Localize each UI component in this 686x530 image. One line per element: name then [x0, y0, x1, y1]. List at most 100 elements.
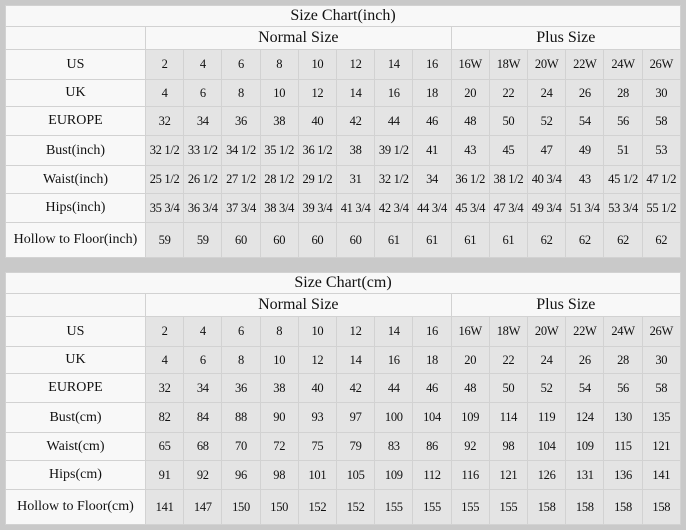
plus-size-header: Plus Size [450, 293, 682, 317]
size-value-cell: 60 [221, 222, 261, 258]
size-value-cell: 50 [488, 106, 529, 136]
size-value-cell: 109 [374, 460, 414, 490]
size-value-cell: 46 [412, 106, 452, 136]
size-value-cell: 109 [450, 402, 490, 433]
size-value-cell: 2 [144, 49, 185, 80]
size-value-cell: 25 1/2 [144, 165, 185, 194]
size-value-cell: 62 [603, 222, 643, 258]
size-value-cell: 152 [336, 489, 376, 525]
size-value-cell: 32 [144, 373, 185, 403]
size-value-cell: 45 1/2 [603, 165, 643, 194]
size-value-cell: 52 [527, 106, 567, 136]
size-value-cell: 72 [259, 432, 299, 461]
row-label: EUROPE [5, 373, 146, 403]
corner-cell [5, 26, 146, 50]
row-label: Hips(inch) [5, 193, 146, 223]
size-value-cell: 40 [297, 373, 338, 403]
size-value-cell: 24 [527, 79, 567, 107]
size-value-cell: 82 [144, 402, 185, 433]
size-value-cell: 10 [297, 49, 338, 80]
size-value-cell: 24W [603, 316, 643, 347]
size-value-cell: 62 [565, 222, 605, 258]
size-value-cell: 62 [641, 222, 682, 258]
size-value-cell: 28 [603, 346, 643, 374]
size-value-cell: 36 1/2 [450, 165, 490, 194]
size-value-cell: 155 [412, 489, 452, 525]
table-row: EUROPE 32 34 36 38 40 42 44 46 48 50 52 54 56 58 [5, 106, 682, 136]
size-value-cell: 32 1/2 [144, 135, 185, 166]
size-value-cell: 104 [527, 432, 567, 461]
row-label: Hollow to Floor(cm) [5, 489, 146, 525]
size-value-cell: 36 1/2 [297, 135, 338, 166]
size-value-cell: 36 3/4 [183, 193, 223, 223]
size-value-cell: 12 [336, 316, 376, 347]
size-value-cell: 61 [488, 222, 529, 258]
size-value-cell: 29 1/2 [297, 165, 338, 194]
size-value-cell: 8 [259, 316, 299, 347]
size-value-cell: 56 [603, 373, 643, 403]
size-value-cell: 22W [565, 49, 605, 80]
size-value-cell: 49 3/4 [527, 193, 567, 223]
size-value-cell: 38 1/2 [488, 165, 529, 194]
table-row: Hips(inch) 35 3/4 36 3/4 37 3/4 38 3/4 39 3/4… [5, 193, 682, 223]
chart-title: Size Chart(cm) [5, 272, 681, 294]
size-value-cell: 14 [336, 346, 376, 374]
normal-size-header: Normal Size [145, 293, 452, 317]
size-chart-inch: Size Chart(inch) Normal Size Plus Size US 2 4… [5, 5, 682, 258]
size-value-cell: 4 [183, 49, 223, 80]
size-value-cell: 30 [641, 79, 682, 107]
size-value-cell: 10 [259, 346, 299, 374]
size-value-cell: 131 [565, 460, 605, 490]
size-value-cell: 92 [450, 432, 490, 461]
size-value-cell: 37 3/4 [221, 193, 261, 223]
size-value-cell: 10 [297, 316, 338, 347]
size-value-cell: 88 [221, 402, 261, 433]
row-label: Waist(inch) [5, 165, 146, 194]
size-value-cell: 34 [183, 373, 223, 403]
size-value-cell: 53 3/4 [603, 193, 643, 223]
size-value-cell: 38 [259, 373, 299, 403]
size-value-cell: 32 1/2 [374, 165, 414, 194]
size-value-cell: 84 [183, 402, 223, 433]
size-value-cell: 155 [450, 489, 490, 525]
row-label: Bust(cm) [5, 402, 146, 433]
size-value-cell: 61 [450, 222, 490, 258]
size-value-cell: 16W [450, 316, 490, 347]
size-value-cell: 56 [603, 106, 643, 136]
size-value-cell: 6 [221, 316, 261, 347]
size-value-cell: 8 [221, 346, 261, 374]
size-value-cell: 60 [259, 222, 299, 258]
size-value-cell: 18W [488, 316, 529, 347]
size-value-cell: 30 [641, 346, 682, 374]
size-value-cell: 32 [144, 106, 185, 136]
size-value-cell: 31 [336, 165, 376, 194]
size-value-cell: 12 [297, 79, 338, 107]
size-value-cell: 44 [374, 373, 414, 403]
size-value-cell: 47 1/2 [641, 165, 682, 194]
size-value-cell: 61 [374, 222, 414, 258]
size-value-cell: 26 1/2 [183, 165, 223, 194]
size-value-cell: 35 1/2 [259, 135, 299, 166]
size-value-cell: 34 [412, 165, 452, 194]
size-value-cell: 116 [450, 460, 490, 490]
row-label: US [5, 316, 146, 347]
size-value-cell: 12 [297, 346, 338, 374]
corner-cell [5, 293, 146, 317]
plus-size-header: Plus Size [450, 26, 682, 50]
table-row: Hips(cm) 91 92 96 98 101 105 109 112 116 121 126 131… [5, 460, 682, 490]
size-value-cell: 4 [144, 79, 185, 107]
size-value-cell: 38 3/4 [259, 193, 299, 223]
row-label: Waist(cm) [5, 432, 146, 461]
size-value-cell: 24 [527, 346, 567, 374]
size-value-cell: 150 [221, 489, 261, 525]
size-value-cell: 93 [297, 402, 338, 433]
size-value-cell: 46 [412, 373, 452, 403]
size-value-cell: 104 [412, 402, 452, 433]
row-label: EUROPE [5, 106, 146, 136]
normal-size-header: Normal Size [145, 26, 452, 50]
size-value-cell: 6 [221, 49, 261, 80]
size-value-cell: 152 [297, 489, 338, 525]
size-value-cell: 35 3/4 [144, 193, 185, 223]
size-value-cell: 58 [641, 106, 682, 136]
size-value-cell: 47 [527, 135, 567, 166]
